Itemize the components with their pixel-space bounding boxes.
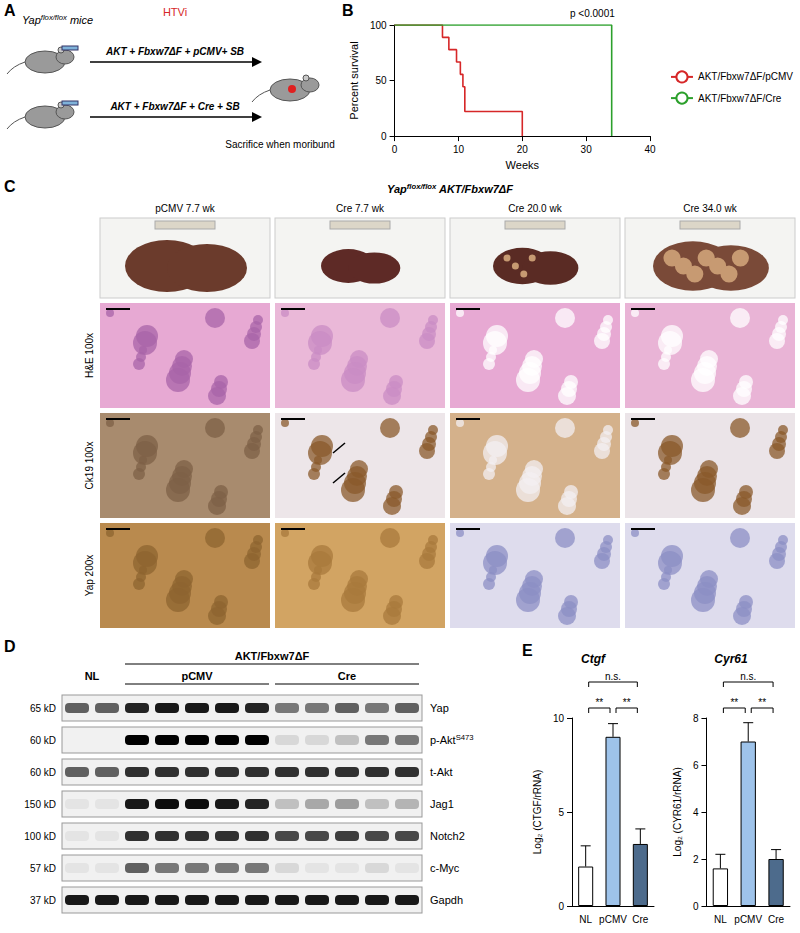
svg-text:Cyr61: Cyr61 [714, 652, 748, 666]
svg-text:0: 0 [693, 901, 699, 912]
svg-text:**: ** [758, 697, 766, 708]
svg-text:Cre: Cre [632, 914, 649, 925]
svg-text:37 kD: 37 kD [30, 895, 56, 906]
svg-text:NL: NL [714, 914, 727, 925]
svg-text:0: 0 [381, 131, 387, 142]
svg-text:Cre: Cre [338, 670, 356, 682]
svg-text:n.s.: n.s. [605, 671, 621, 682]
svg-text:**: ** [595, 697, 603, 708]
svg-text:C: C [4, 178, 16, 195]
svg-text:5: 5 [558, 807, 564, 818]
svg-text:Percent survival: Percent survival [348, 41, 360, 119]
svg-text:6: 6 [693, 760, 699, 771]
svg-text:D: D [4, 638, 16, 655]
svg-text:57 kD: 57 kD [30, 863, 56, 874]
svg-text:H&E 100x: H&E 100x [84, 333, 95, 378]
svg-text:NL: NL [85, 670, 100, 682]
svg-text:60 kD: 60 kD [30, 767, 56, 778]
svg-text:n.s.: n.s. [740, 671, 756, 682]
svg-text:100: 100 [370, 20, 387, 31]
svg-text:60 kD: 60 kD [30, 735, 56, 746]
svg-text:E: E [522, 642, 533, 659]
svg-text:AKT/Fbxw7ΔF/pCMV: AKT/Fbxw7ΔF/pCMV [698, 71, 793, 82]
svg-text:Yapflox/flox mice: Yapflox/flox mice [22, 13, 93, 27]
svg-text:Sacrifice when moribund: Sacrifice when moribund [225, 139, 335, 150]
svg-text:Log₂ (CTGF/rRNA): Log₂ (CTGF/rRNA) [532, 770, 543, 854]
svg-text:pCMV 7.7 wk: pCMV 7.7 wk [155, 203, 215, 214]
svg-text:Cre 7.7 wk: Cre 7.7 wk [336, 203, 385, 214]
svg-text:**: ** [623, 697, 631, 708]
svg-text:HTVi: HTVi [163, 6, 187, 18]
svg-text:Gapdh: Gapdh [430, 894, 463, 906]
svg-text:AKT + Fbxw7ΔF + Cre + SB: AKT + Fbxw7ΔF + Cre + SB [109, 101, 239, 112]
svg-text:NL: NL [579, 914, 592, 925]
svg-text:Log₂ (CYR61/rRNA): Log₂ (CYR61/rRNA) [672, 767, 683, 856]
svg-text:**: ** [730, 697, 738, 708]
svg-text:Cre: Cre [768, 914, 785, 925]
svg-text:20: 20 [517, 144, 529, 155]
svg-text:4: 4 [693, 807, 699, 818]
svg-text:150 kD: 150 kD [24, 799, 56, 810]
svg-text:Ck19 100x: Ck19 100x [84, 442, 95, 490]
svg-text:t-Akt: t-Akt [430, 766, 453, 778]
svg-text:65 kD: 65 kD [30, 703, 56, 714]
svg-text:c-Myc: c-Myc [430, 862, 460, 874]
svg-text:8: 8 [693, 713, 699, 724]
svg-text:10: 10 [453, 144, 465, 155]
svg-text:100 kD: 100 kD [24, 831, 56, 842]
svg-text:50: 50 [375, 75, 387, 86]
svg-text:Ctgf: Ctgf [581, 652, 606, 666]
svg-text:pCMV: pCMV [734, 914, 762, 925]
svg-text:A: A [4, 2, 16, 19]
svg-text:30: 30 [581, 144, 593, 155]
svg-text:Cre 34.0 wk: Cre 34.0 wk [683, 203, 737, 214]
svg-text:0: 0 [558, 901, 564, 912]
svg-text:0: 0 [392, 144, 398, 155]
svg-text:40: 40 [644, 144, 656, 155]
svg-text:AKT/Fbxw7ΔF/Cre: AKT/Fbxw7ΔF/Cre [698, 93, 782, 104]
svg-text:Yap 200x: Yap 200x [84, 555, 95, 597]
svg-text:p <0.0001: p <0.0001 [570, 8, 615, 19]
svg-text:Weeks: Weeks [506, 159, 540, 171]
svg-text:p-AktS473: p-AktS473 [430, 733, 474, 747]
svg-text:B: B [342, 2, 354, 19]
svg-text:2: 2 [693, 854, 699, 865]
svg-text:pCMV: pCMV [181, 670, 213, 682]
svg-text:AKT + Fbxw7ΔF + pCMV+ SB: AKT + Fbxw7ΔF + pCMV+ SB [105, 46, 244, 57]
svg-text:Jag1: Jag1 [430, 798, 454, 810]
svg-text:Notch2: Notch2 [430, 830, 465, 842]
svg-text:AKT/Fbxw7ΔF: AKT/Fbxw7ΔF [235, 650, 310, 662]
svg-text:Cre 20.0 wk: Cre 20.0 wk [508, 203, 562, 214]
svg-text:pCMV: pCMV [599, 914, 627, 925]
svg-text:Yap: Yap [430, 702, 449, 714]
svg-text:10: 10 [553, 713, 565, 724]
svg-text:Yapflox/flox AKT/Fbxw7ΔF: Yapflox/flox AKT/Fbxw7ΔF [387, 182, 513, 196]
